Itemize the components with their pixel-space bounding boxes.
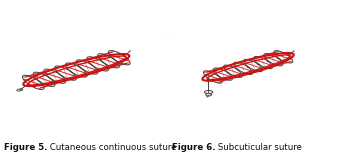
Text: Subcuticular suture: Subcuticular suture bbox=[215, 143, 302, 152]
Text: Figure 5.: Figure 5. bbox=[4, 143, 48, 152]
Text: Cutaneous continuous suture: Cutaneous continuous suture bbox=[47, 143, 177, 152]
Text: Figure 6.: Figure 6. bbox=[172, 143, 216, 152]
